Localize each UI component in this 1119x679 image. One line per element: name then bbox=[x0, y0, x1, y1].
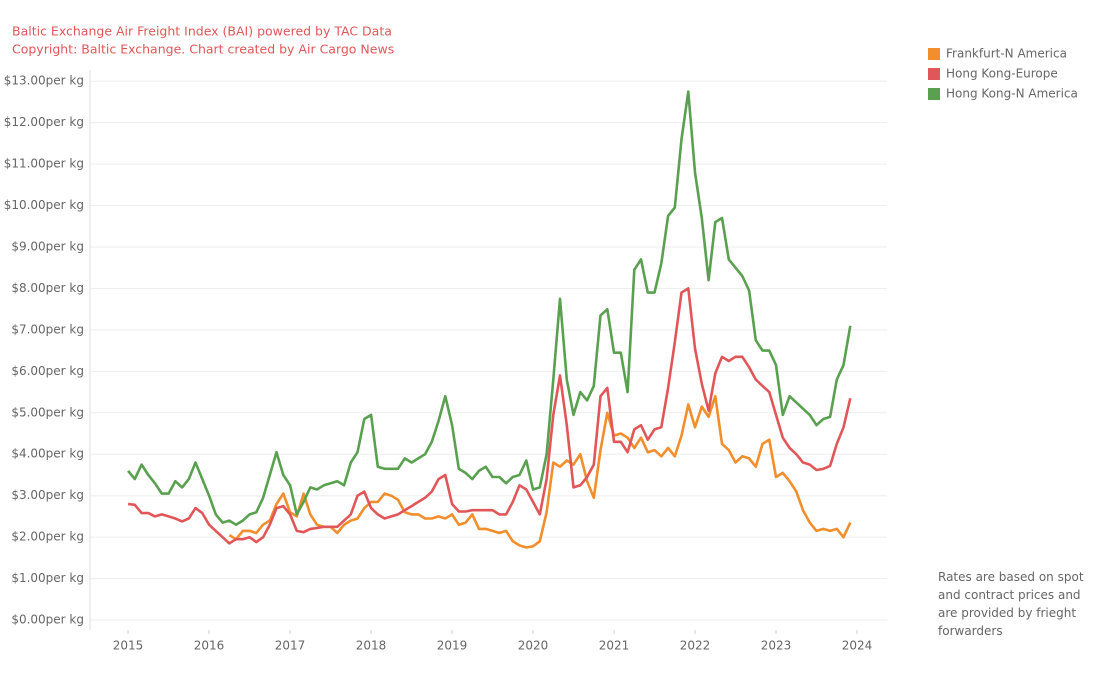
x-tick-label: 2016 bbox=[194, 639, 225, 653]
y-tick-label: $5.00per kg bbox=[11, 405, 84, 419]
y-tick-label: $10.00per kg bbox=[4, 198, 84, 212]
legend-label: Hong Kong-Europe bbox=[946, 67, 1058, 81]
y-tick-label: $12.00per kg bbox=[4, 115, 84, 129]
y-tick-label: $7.00per kg bbox=[11, 322, 84, 336]
footnote: Rates are based on spot and contract pri… bbox=[938, 570, 1084, 638]
legend-label: Frankfurt-N America bbox=[946, 47, 1067, 61]
series-line bbox=[127, 90, 852, 526]
series-line bbox=[228, 394, 852, 549]
y-tick-label: $11.00per kg bbox=[4, 157, 84, 171]
x-tick-label: 2022 bbox=[680, 639, 711, 653]
legend-swatch bbox=[928, 48, 940, 60]
x-tick-label: 2019 bbox=[437, 639, 468, 653]
x-tick-label: 2024 bbox=[842, 639, 873, 653]
x-tick-label: 2021 bbox=[599, 639, 630, 653]
chart-title: Baltic Exchange Air Freight Index (BAI) … bbox=[12, 24, 392, 39]
y-tick-label: $6.00per kg bbox=[11, 364, 84, 378]
x-tick-label: 2020 bbox=[518, 639, 549, 653]
chart-subtitle: Copyright: Baltic Exchange. Chart create… bbox=[12, 42, 394, 57]
y-tick-label: $1.00per kg bbox=[11, 571, 84, 585]
x-tick-label: 2018 bbox=[356, 639, 387, 653]
y-tick-label: $13.00per kg bbox=[4, 74, 84, 88]
y-tick-label: $3.00per kg bbox=[11, 488, 84, 502]
legend-swatch bbox=[928, 68, 940, 80]
series-line bbox=[127, 287, 852, 545]
y-tick-label: $0.00per kg bbox=[11, 613, 84, 627]
x-tick-label: 2015 bbox=[113, 639, 144, 653]
y-tick-label: $9.00per kg bbox=[11, 239, 84, 253]
legend-swatch bbox=[928, 88, 940, 100]
y-tick-label: $4.00per kg bbox=[11, 447, 84, 461]
x-tick-label: 2017 bbox=[275, 639, 306, 653]
y-tick-label: $2.00per kg bbox=[11, 530, 84, 544]
x-tick-label: 2023 bbox=[761, 639, 792, 653]
y-tick-label: $8.00per kg bbox=[11, 281, 84, 295]
legend-label: Hong Kong-N America bbox=[946, 87, 1078, 101]
